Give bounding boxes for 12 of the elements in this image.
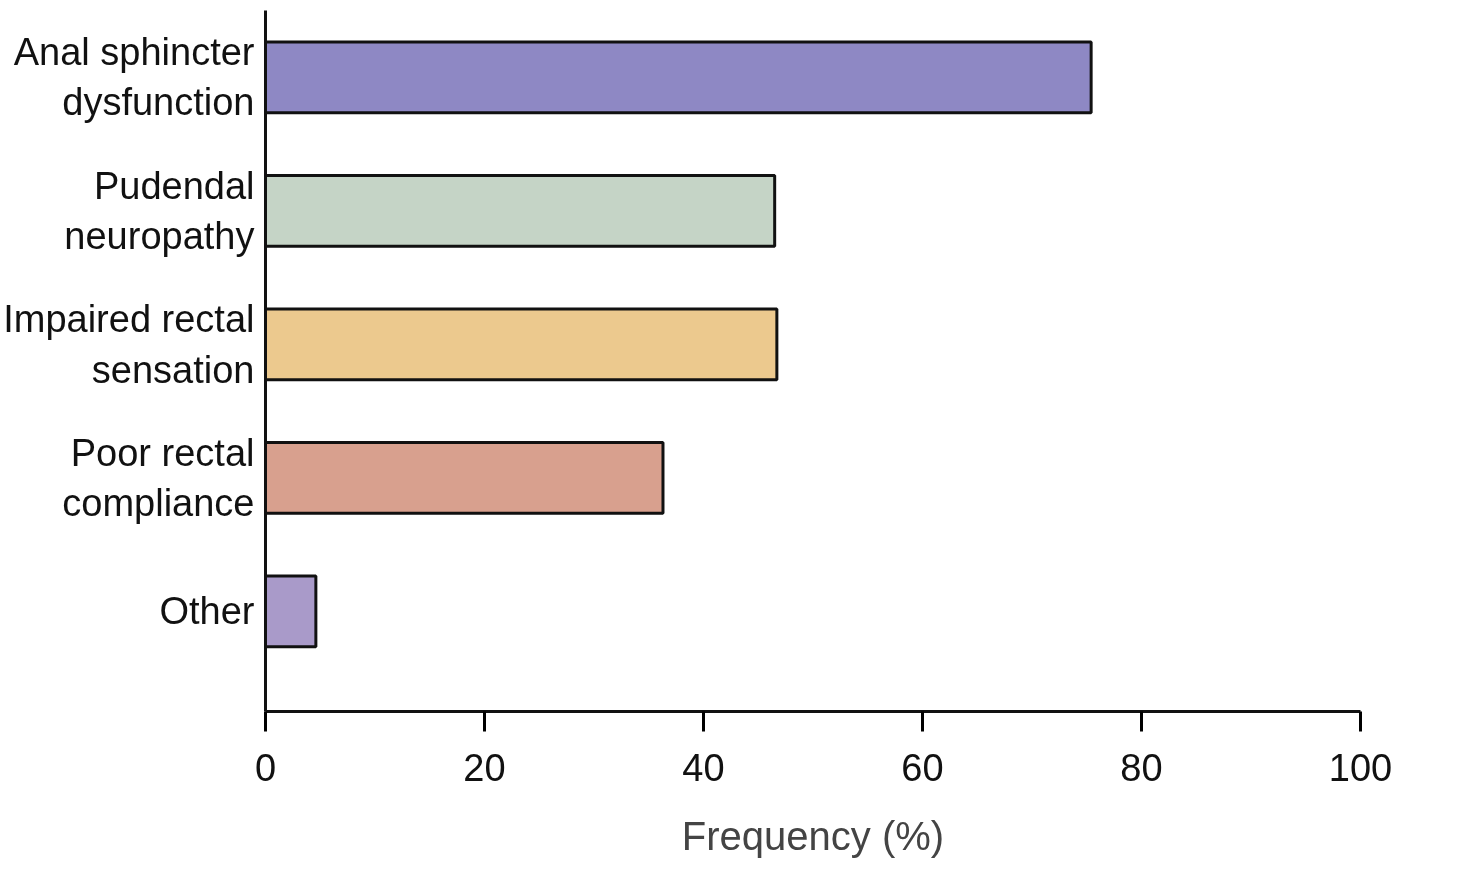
x-tick-label: 40 — [682, 746, 725, 789]
y-tick-label: Impaired rectal sensation — [3, 298, 255, 391]
x-tick-label: 20 — [463, 746, 506, 789]
x-tick-label: 100 — [1328, 746, 1393, 789]
y-tick-label: Other — [159, 590, 255, 633]
y-tick-label: Anal sphincter dysfunction — [13, 31, 255, 124]
y-tick-label: Poor rectal compliance — [62, 431, 255, 525]
x-tick-label: 0 — [254, 746, 277, 789]
y-tick-label: Pudendal neuropathy — [64, 164, 255, 257]
x-tick-label: 60 — [901, 746, 944, 789]
x-axis-title: Frequency (%) — [681, 813, 945, 858]
x-tick-label: 80 — [1120, 746, 1163, 789]
